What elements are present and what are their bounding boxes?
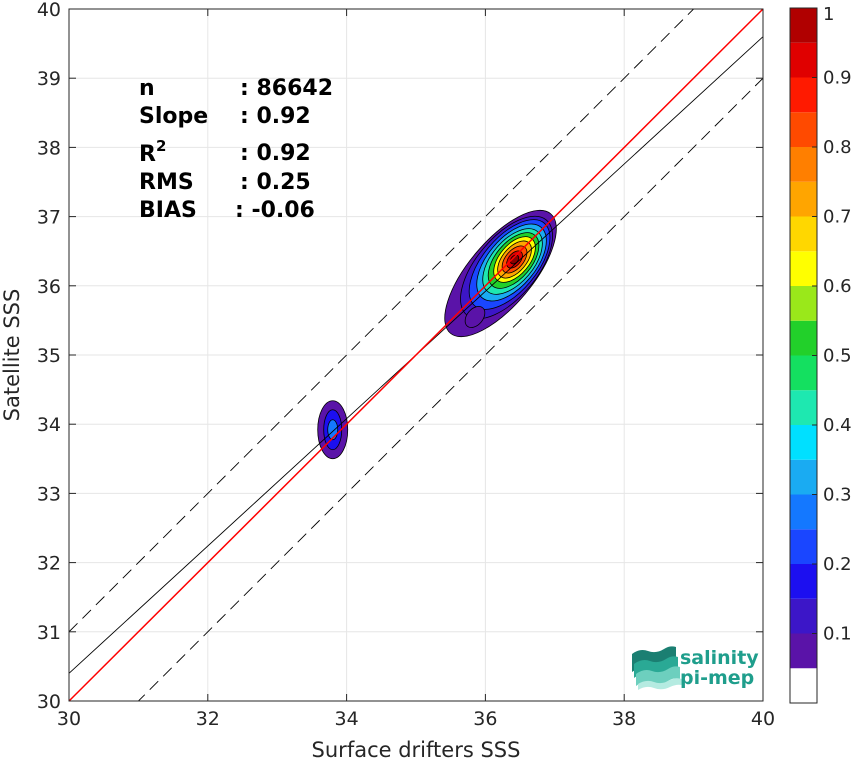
stat-r2-label: R2: [139, 137, 166, 167]
colorbar-band: [790, 286, 817, 321]
stat-bias-value: : -0.06: [235, 198, 315, 223]
colorbar-band: [790, 355, 817, 391]
colorbar-tick-label: 1: [823, 4, 834, 25]
colorbar-empty-band: [790, 668, 817, 703]
colorbar-tick-label: 0.5: [823, 346, 852, 367]
colorbar-band: [790, 112, 817, 147]
stat-rms-value: : 0.25: [240, 170, 311, 195]
salinity-pi-mep-logo: salinity pi-mep: [632, 646, 759, 690]
y-axis-title: Satellite SSS: [0, 289, 24, 422]
y-tick-label: 36: [37, 276, 61, 298]
colorbar-band: [790, 425, 817, 460]
stat-slope-label: Slope: [139, 104, 208, 129]
y-tick-label: 40: [37, 0, 61, 21]
colorbar-band: [790, 77, 817, 113]
colorbar-band: [790, 494, 817, 530]
stat-rms-label: RMS: [139, 170, 194, 195]
x-tick-label: 32: [196, 708, 220, 730]
stat-n-value: : 86642: [240, 76, 333, 101]
stat-n-label: n: [139, 76, 155, 101]
colorbar-band: [790, 633, 817, 669]
colorbar-band: [790, 42, 817, 78]
x-tick-label: 34: [335, 708, 359, 730]
colorbar-tick-label: 0.9: [823, 68, 852, 89]
x-tick-label: 38: [612, 708, 636, 730]
colorbar-tick-label: 0.3: [823, 485, 852, 506]
y-tick-label: 31: [37, 622, 61, 644]
y-tick-label: 39: [37, 68, 61, 90]
colorbar-tick-label: 0.2: [823, 554, 852, 575]
y-tick-label: 32: [37, 553, 61, 575]
colorbar-band: [790, 459, 817, 495]
stat-bias-label: BIAS: [139, 198, 197, 223]
colorbar-band: [790, 147, 817, 182]
colorbar-tick-label: 0.4: [823, 415, 852, 436]
colorbar: 0.1 0.2 0.3 0.4 0.5 0.6 0.7 0.8 0.9 1: [789, 4, 852, 704]
colorbar-band: [790, 216, 817, 252]
identity-line: [69, 9, 763, 701]
x-tick-label: 36: [473, 708, 497, 730]
colorbar-band: [790, 529, 817, 564]
upper-dashed-line: [69, 9, 695, 633]
stats-block: n : 86642 Slope : 0.92 R2 : 0.92 RMS : 0…: [139, 76, 333, 223]
colorbar-tick-label: 0.8: [823, 137, 852, 158]
colorbar-band: [790, 181, 817, 217]
colorbar-band: [790, 598, 817, 634]
y-tick-label: 35: [37, 345, 61, 367]
colorbar-tick-label: 0.1: [823, 624, 852, 645]
lower-dashed-line: [137, 77, 763, 701]
colorbar-tick-label: 0.6: [823, 276, 852, 297]
x-tick-label: 40: [751, 708, 775, 730]
y-tick-label: 38: [37, 137, 61, 159]
y-tick-label: 33: [37, 483, 61, 505]
density-contour-main-tail: [464, 306, 486, 328]
x-axis-title: Surface drifters SSS: [312, 738, 521, 762]
logo-line-2: pi-mep: [680, 667, 754, 689]
y-tick-label: 37: [37, 207, 61, 229]
colorbar-band: [790, 390, 817, 425]
colorbar-band: [790, 320, 817, 356]
wave-layers-icon: [632, 646, 682, 690]
y-tick-label: 34: [37, 414, 61, 436]
grid-lines: [69, 9, 763, 701]
axis-ticks: 30 32 34 36 38 40 30 31 32 33 34 35 36 37 38 39 40: [37, 0, 775, 730]
density-contour-secondary: [327, 419, 339, 441]
y-tick-label: 30: [37, 691, 61, 713]
reference-lines: [69, 9, 763, 701]
colorbar-band: [790, 251, 817, 286]
colorbar-band: [790, 564, 817, 599]
x-tick-label: 30: [57, 708, 81, 730]
logo-line-1: salinity: [680, 647, 759, 669]
colorbar-tick-label: 0.7: [823, 207, 852, 228]
stat-slope-value: : 0.92: [240, 104, 311, 129]
stat-r2-value: : 0.92: [240, 141, 311, 166]
colorbar-band: [790, 8, 817, 43]
